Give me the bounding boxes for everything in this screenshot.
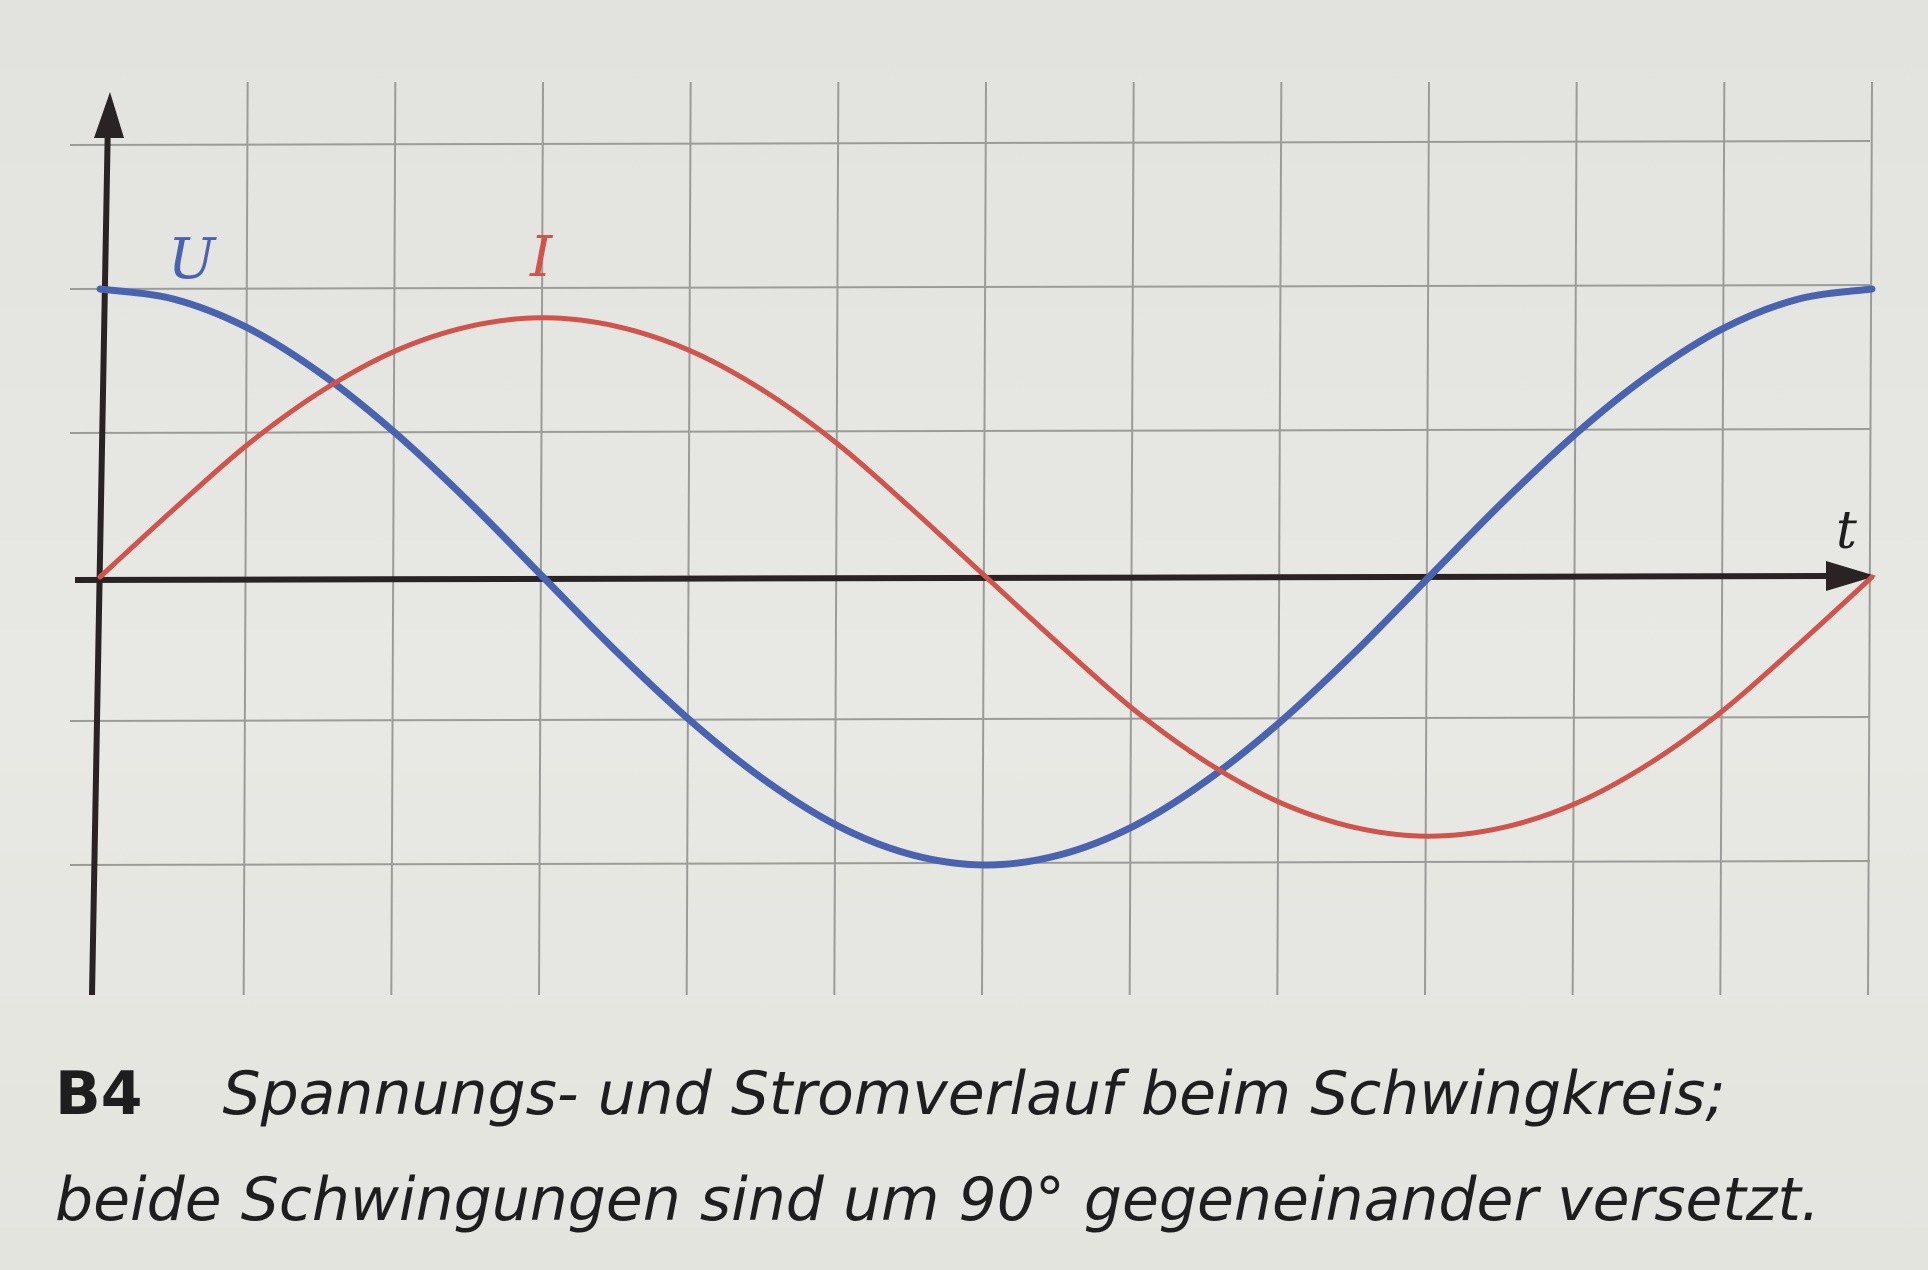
series bbox=[96, 285, 1876, 869]
grid-line-vertical bbox=[1424, 81, 1430, 996]
x-axis-arrow bbox=[1826, 561, 1876, 591]
series-label-i: I bbox=[529, 225, 554, 290]
grid-line-vertical bbox=[242, 81, 249, 996]
y-axis bbox=[89, 117, 111, 996]
grid-line-vertical bbox=[538, 81, 544, 996]
series-line-i bbox=[97, 315, 1875, 839]
oscillation-chart: t U I bbox=[69, 81, 1876, 996]
grid bbox=[69, 81, 1873, 996]
grid-line-horizontal bbox=[69, 284, 1871, 290]
grid-line-vertical bbox=[1128, 81, 1135, 996]
grid-line-vertical bbox=[833, 81, 840, 996]
grid-line-horizontal bbox=[69, 140, 1871, 146]
grid-line-vertical bbox=[685, 81, 692, 996]
grid-line-vertical bbox=[981, 81, 987, 996]
x-axis bbox=[74, 573, 1831, 583]
caption-text-1: Spannungs- und Stromverlauf beim Schwing… bbox=[222, 1059, 1726, 1129]
figure-number: B4 bbox=[55, 1059, 143, 1129]
axes: t bbox=[74, 92, 1876, 996]
y-axis-arrow bbox=[94, 92, 124, 138]
grid-line-vertical bbox=[1571, 81, 1578, 996]
grid-line-vertical bbox=[390, 81, 397, 996]
grid-line-horizontal bbox=[69, 428, 1871, 434]
figure-caption-line-1: B4 Spannungs- und Stromverlauf beim Schwi… bbox=[55, 1058, 1875, 1130]
figure-caption-line-2: beide Schwingungen sind um 90° gegeneina… bbox=[55, 1165, 1820, 1235]
series-line-u bbox=[96, 285, 1876, 869]
grid-line-vertical bbox=[1867, 81, 1873, 996]
series-label-u: U bbox=[168, 227, 217, 292]
grid-line-vertical bbox=[1276, 81, 1283, 996]
grid-line-vertical bbox=[1719, 81, 1726, 996]
grid-line-horizontal bbox=[69, 716, 1871, 722]
x-axis-label: t bbox=[1836, 501, 1857, 561]
